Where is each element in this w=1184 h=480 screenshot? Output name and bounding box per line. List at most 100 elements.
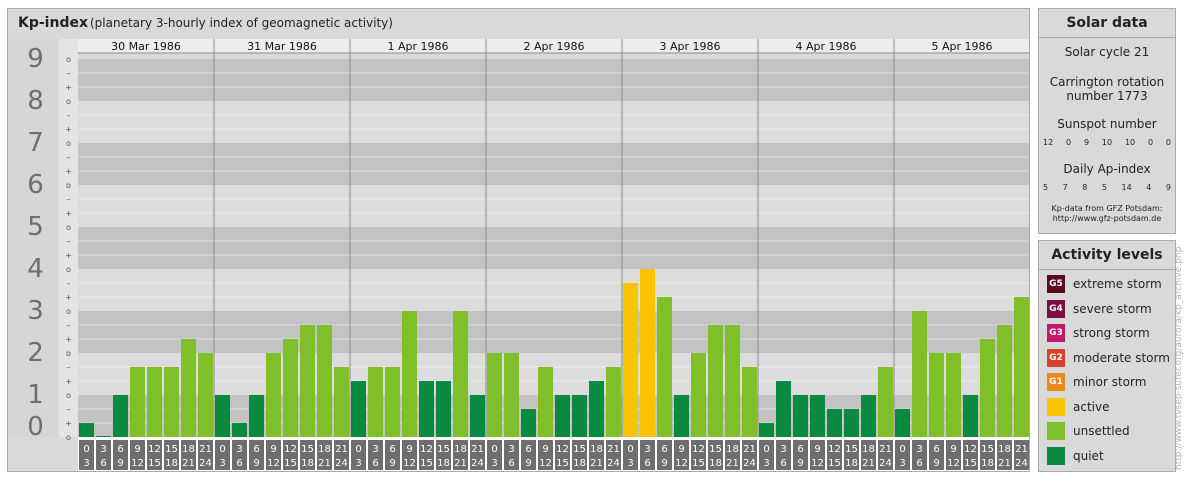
interval-cell — [368, 440, 383, 470]
interval-end-label: 21 — [182, 458, 195, 469]
day-label: 5 Apr 1986 — [931, 40, 992, 53]
minor-tick-label: o — [66, 433, 71, 442]
interval-cell — [742, 440, 757, 470]
activity-level-swatch: G2 — [1047, 348, 1065, 367]
interval-cell — [759, 440, 774, 470]
kp-bar — [555, 395, 570, 437]
interval-cell — [827, 440, 842, 470]
credit-link[interactable]: http://www.gfz-potsdam.de — [1052, 214, 1162, 223]
interval-end-label: 15 — [964, 458, 977, 469]
interval-cell — [776, 440, 791, 470]
interval-start-label: 18 — [998, 444, 1011, 455]
kp-bar — [164, 366, 179, 437]
kp-bar — [657, 297, 672, 437]
sunspot-values: 12 0 9 10 10 0 0 — [1043, 138, 1171, 147]
interval-end-label: 21 — [318, 458, 331, 469]
interval-end-label: 12 — [811, 458, 824, 469]
kp-band-6 — [8, 143, 1029, 185]
interval-cell — [946, 440, 961, 470]
kp-bar — [368, 366, 383, 437]
kp-bar — [742, 366, 757, 437]
interval-start-label: 12 — [692, 444, 705, 455]
interval-start-label: 6 — [525, 444, 531, 455]
interval-start-label: 9 — [134, 444, 140, 455]
interval-end-label: 12 — [403, 458, 416, 469]
activity-levels-title: Activity levels — [1039, 241, 1175, 270]
interval-start-label: 21 — [607, 444, 620, 455]
minor-tick-label: + — [65, 209, 72, 218]
kp-bar — [487, 353, 502, 437]
interval-start-label: 3 — [508, 444, 514, 455]
interval-end-label: 3 — [219, 458, 225, 469]
interval-end-label: 6 — [644, 458, 650, 469]
interval-cell — [963, 440, 978, 470]
interval-start-label: 15 — [437, 444, 450, 455]
interval-start-label: 12 — [556, 444, 569, 455]
minor-tick-label: – — [67, 153, 71, 162]
interval-start-label: 6 — [389, 444, 395, 455]
interval-start-label: 3 — [236, 444, 242, 455]
minor-tick-label: o — [66, 97, 71, 106]
interval-start-label: 15 — [301, 444, 314, 455]
interval-end-label: 3 — [763, 458, 769, 469]
kp-band-7 — [8, 101, 1029, 143]
interval-end-label: 15 — [284, 458, 297, 469]
activity-level-label: active — [1073, 399, 1110, 414]
minor-tick-label: + — [65, 167, 72, 176]
interval-end-label: 9 — [389, 458, 395, 469]
date-strip — [8, 39, 1029, 53]
interval-end-label: 15 — [148, 458, 161, 469]
minor-tick-label: o — [66, 181, 71, 190]
sunspot-value: 0 — [1066, 138, 1072, 147]
interval-end-label: 6 — [508, 458, 514, 469]
interval-start-label: 18 — [726, 444, 739, 455]
kp-bar — [504, 353, 519, 437]
activity-level-item: G4 severe storm — [1047, 299, 1152, 319]
minor-tick-column — [59, 39, 78, 437]
interval-end-label: 6 — [236, 458, 242, 469]
kp-bar — [96, 436, 111, 437]
interval-cell — [453, 440, 468, 470]
interval-start-label: 18 — [454, 444, 467, 455]
interval-end-label: 3 — [83, 458, 89, 469]
minor-tick-label: o — [66, 223, 71, 232]
interval-cell — [113, 440, 128, 470]
minor-tick-label: – — [67, 237, 71, 246]
interval-cell — [708, 440, 723, 470]
interval-end-label: 15 — [828, 458, 841, 469]
interval-end-label: 24 — [199, 458, 212, 469]
source-watermark: http://www.tvsep-sufer.org/aurora/kp_arc… — [1174, 246, 1184, 470]
y-tick-label-0: 0 — [27, 412, 44, 442]
interval-cell — [725, 440, 740, 470]
kp-bar — [793, 395, 808, 437]
interval-cell — [470, 440, 485, 470]
sunspot-value: 9 — [1083, 138, 1090, 147]
kp-bar — [623, 282, 638, 437]
interval-end-label: 12 — [267, 458, 280, 469]
kp-bar — [436, 381, 451, 437]
activity-level-swatch: G3 — [1047, 324, 1065, 342]
interval-end-label: 12 — [131, 458, 144, 469]
interval-cell — [215, 440, 230, 470]
activity-level-item: G2 moderate storm — [1047, 348, 1170, 368]
interval-end-label: 15 — [692, 458, 705, 469]
interval-end-label: 18 — [981, 458, 994, 469]
kp-bar — [980, 339, 995, 437]
minor-tick-label: o — [66, 349, 71, 358]
carrington-line2: number 1773 — [1066, 89, 1148, 103]
kp-bar — [691, 353, 706, 437]
minor-tick-label: – — [67, 111, 71, 120]
interval-cell — [691, 440, 706, 470]
kp-bar — [963, 395, 978, 437]
kp-bar — [198, 353, 213, 437]
interval-cell — [283, 440, 298, 470]
interval-cell — [997, 440, 1012, 470]
interval-cell — [912, 440, 927, 470]
minor-tick-label: – — [67, 279, 71, 288]
interval-cell — [232, 440, 247, 470]
day-label: 30 Mar 1986 — [111, 40, 181, 53]
interval-cell — [96, 440, 111, 470]
minor-tick-label: + — [65, 125, 72, 134]
interval-end-label: 21 — [590, 458, 603, 469]
